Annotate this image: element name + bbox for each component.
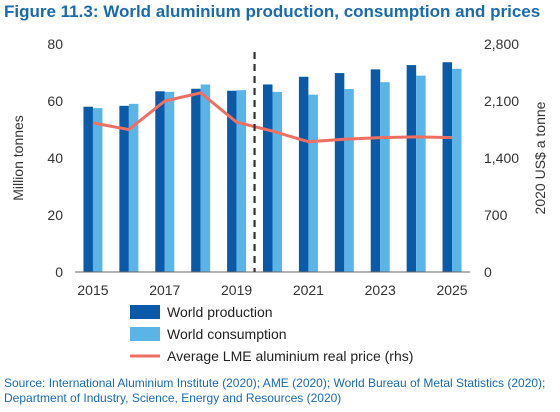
axes-group: 0 20 40 60 80 0 700 1,400 2,100 2,800 2015 2017 2019… [10,36,548,298]
y2-tick-label: 2,100 [484,93,519,109]
y-tick-label: 60 [47,93,63,109]
bar-production [442,62,453,272]
bar-production [370,69,381,273]
bar-production [83,106,93,272]
bars-group [83,62,462,273]
x-tick-label: 2017 [149,282,180,298]
bar-production [263,84,273,272]
bar-consumption [452,68,462,272]
price-line-group [92,91,453,144]
legend: World production World consumption Average… [130,304,413,364]
bar-production [155,91,165,272]
x-tick-label: 2023 [365,282,396,298]
y2-tick-label: 700 [484,207,508,223]
bar-production [191,88,201,273]
bar-consumption [92,108,103,272]
legend-label: World consumption [167,326,287,342]
bar-consumption [380,82,390,272]
bar-consumption [164,91,175,272]
legend-label: World production [167,304,273,320]
bar-production [334,73,345,272]
bar-production [119,105,129,272]
legend-label: Average LME aluminium real price (rhs) [167,348,413,364]
legend-swatch-consumption [130,327,160,341]
x-tick-label: 2025 [436,282,467,298]
bar-production [298,76,309,273]
y-tick-label: 20 [47,207,63,223]
bar-consumption [308,94,318,272]
y2-tick-label: 0 [484,264,492,280]
chart-title: Figure 11.3: World aluminium production,… [4,2,541,21]
x-tick-label: 2019 [221,282,252,298]
y2-tick-label: 1,400 [484,150,519,166]
bar-production [227,90,237,273]
price-line [92,91,453,144]
bar-consumption [128,103,139,272]
bar-production [406,65,417,272]
y-tick-label: 40 [47,150,63,166]
y-tick-label: 0 [55,264,63,280]
y-axis-label: Million tonnes [10,115,26,201]
bar-consumption [344,89,354,272]
x-tick-label: 2015 [77,282,108,298]
source-note: Source: International Aluminium Institut… [4,376,546,405]
y2-tick-label: 2,800 [484,36,519,52]
legend-swatch-production [130,305,160,319]
y2-axis-label: 2020 US$ a tonne [532,101,548,214]
bar-consumption [416,75,426,272]
bar-consumption [200,84,211,272]
y-tick-label: 80 [47,36,63,52]
x-tick-label: 2021 [293,282,324,298]
bar-consumption [236,90,247,272]
bar-consumption [272,91,282,272]
